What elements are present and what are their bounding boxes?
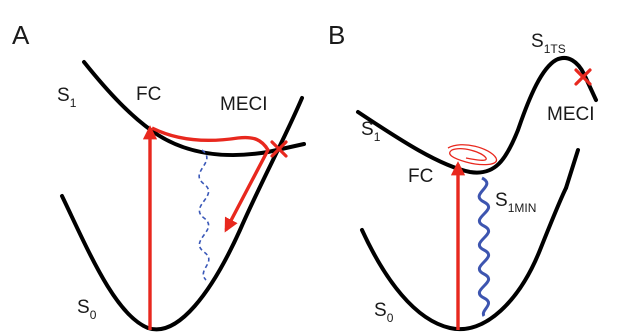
panel-b-s1-label: S1 [361,119,381,144]
panel-b-s1min-label: S1MIN [495,190,536,215]
panel-b-s1-curve [356,55,598,175]
panel-a-meci-label: MECI [220,94,268,115]
panel-b-s1ts-label: S1TS [531,31,566,56]
panel-b-meci-label: MECI [547,104,595,125]
panel-a: A S1 FC MECI S0 [12,20,306,332]
panel-a-s0-curve [60,96,304,332]
panel-a-fc-label: FC [136,84,161,105]
panel-a-meci-marker [270,140,288,158]
panel-a-s1-curve [82,60,306,158]
panel-b-trajectory-loop [447,144,498,166]
panel-a-s1-label: S1 [57,85,77,110]
panel-a-wavy-decay [198,149,210,281]
panel-a-s0-label: S0 [77,297,97,322]
panel-b-s0-label: S0 [374,300,394,325]
panel-a-relaxation-path [151,126,270,233]
panel-b-meci-marker [574,68,592,86]
panel-b: B S1TS S1 FC MECI S1MIN S0 [328,20,598,332]
panel-b-s0-continuation [564,148,580,190]
panel-b-s0-curve [360,186,568,332]
panel-a-letter: A [12,20,30,50]
panel-b-wavy-decay [477,176,491,317]
panel-b-letter: B [328,20,345,50]
panel-b-fc-label: FC [408,166,433,187]
